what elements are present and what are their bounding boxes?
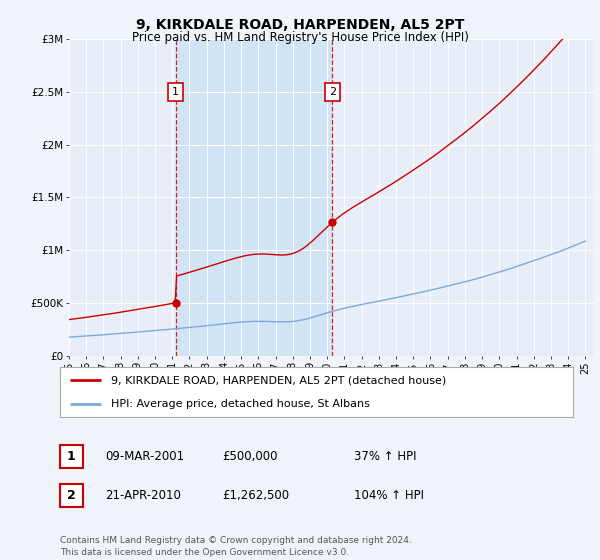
Text: 09-MAR-2001: 09-MAR-2001 xyxy=(105,450,184,463)
Text: 9, KIRKDALE ROAD, HARPENDEN, AL5 2PT (detached house): 9, KIRKDALE ROAD, HARPENDEN, AL5 2PT (de… xyxy=(112,375,446,385)
Text: 9, KIRKDALE ROAD, HARPENDEN, AL5 2PT: 9, KIRKDALE ROAD, HARPENDEN, AL5 2PT xyxy=(136,18,464,32)
Text: 104% ↑ HPI: 104% ↑ HPI xyxy=(354,489,424,502)
Text: £1,262,500: £1,262,500 xyxy=(222,489,289,502)
Text: 2: 2 xyxy=(329,87,336,97)
Text: Contains HM Land Registry data © Crown copyright and database right 2024.
This d: Contains HM Land Registry data © Crown c… xyxy=(60,536,412,557)
Text: £500,000: £500,000 xyxy=(222,450,277,463)
Bar xyxy=(176,39,332,356)
Text: 2: 2 xyxy=(67,489,76,502)
Text: 21-APR-2010: 21-APR-2010 xyxy=(105,489,181,502)
Text: 37% ↑ HPI: 37% ↑ HPI xyxy=(354,450,416,463)
Text: 1: 1 xyxy=(172,87,179,97)
Text: HPI: Average price, detached house, St Albans: HPI: Average price, detached house, St A… xyxy=(112,399,370,409)
Text: 1: 1 xyxy=(67,450,76,463)
Text: Price paid vs. HM Land Registry's House Price Index (HPI): Price paid vs. HM Land Registry's House … xyxy=(131,31,469,44)
